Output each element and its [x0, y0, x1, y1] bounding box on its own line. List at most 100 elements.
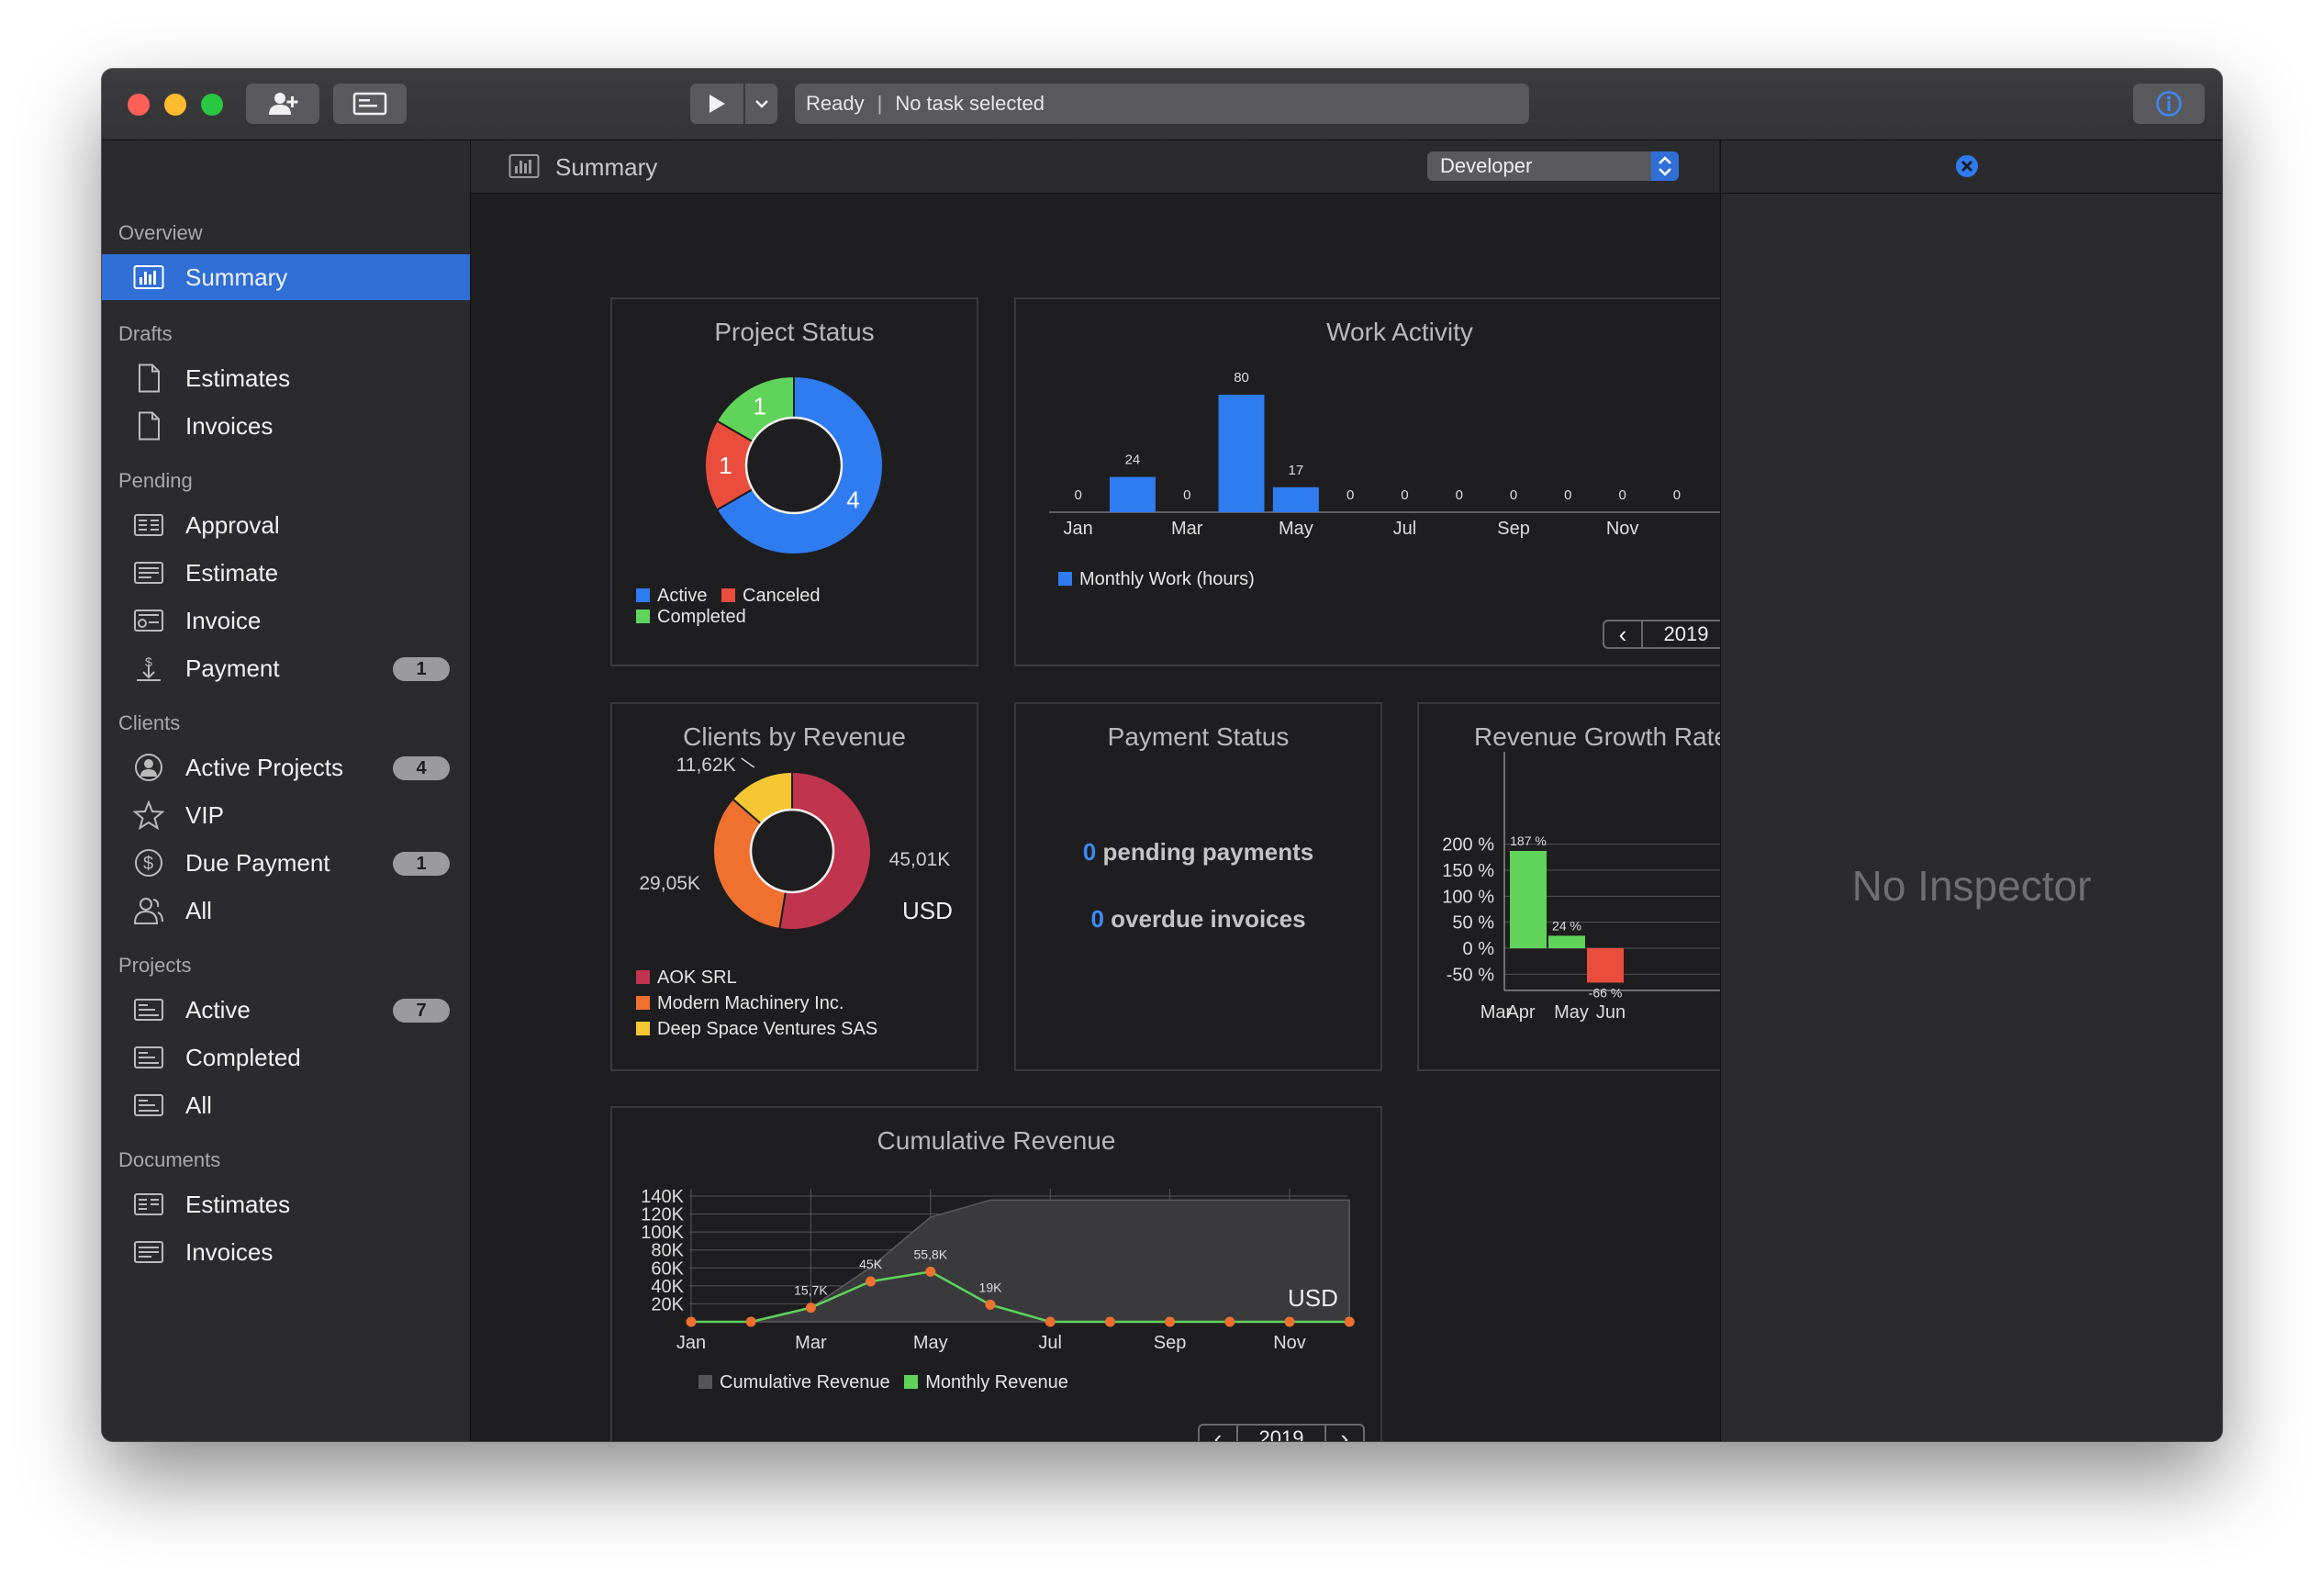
year-label: 2019	[1641, 621, 1731, 647]
document-icon	[139, 363, 160, 393]
monthly-revenue-line	[691, 1270, 1350, 1324]
pending-count: 0	[1082, 838, 1097, 866]
sidebar-item-completed[interactable]: Completed	[102, 1035, 470, 1080]
next-year-button[interactable]: ›	[1340, 1424, 1349, 1442]
x-tick-label: Mar	[1171, 519, 1203, 539]
sidebar-item-payment[interactable]: $ Payment 1	[102, 645, 470, 691]
info-icon	[2156, 91, 2182, 117]
sidebar-item-doc-invoices[interactable]: Invoices	[102, 1229, 470, 1275]
legend-item: Monthly Revenue	[904, 1372, 1068, 1392]
add-person-icon	[269, 93, 298, 115]
legend-label: Monthly Work (hours)	[1079, 569, 1255, 589]
x-tick-label: Mar	[1480, 1002, 1513, 1023]
y-tick-label: 100 %	[1442, 887, 1494, 907]
cumulative-revenue-panel: Cumulative Revenue 140K 120K 100K 80K 60K 40K…	[610, 1106, 1382, 1441]
y-tick-label: 140K	[641, 1187, 684, 1207]
sidebar-item-doc-estimates[interactable]: Estimates	[102, 1181, 470, 1227]
bar-value-label: 0	[1183, 487, 1190, 503]
sidebar-item-label: Invoices	[185, 411, 274, 440]
sidebar-item-label: All	[185, 1090, 212, 1119]
slice-label: 11,62K	[676, 755, 736, 776]
sidebar-item-invoice[interactable]: Invoice	[102, 598, 470, 643]
approval-icon	[134, 514, 163, 536]
label-leader	[741, 757, 755, 768]
select-stepper[interactable]	[1651, 151, 1679, 181]
legend-item: Active	[636, 586, 707, 606]
panel-title: Payment Status	[1107, 722, 1290, 751]
run-button[interactable]	[690, 84, 743, 124]
invoice-doc-icon	[134, 1241, 163, 1263]
section-documents: Documents	[118, 1148, 221, 1171]
x-tick-label: May	[913, 1333, 948, 1353]
legend-label: Canceled	[743, 586, 821, 606]
pending-label: pending payments	[1102, 838, 1314, 866]
toggle-inspector-button[interactable]	[2133, 84, 2205, 124]
section-projects: Projects	[118, 954, 192, 977]
slice-label: 4	[846, 486, 859, 513]
bar-value-label: 80	[1234, 370, 1249, 386]
minimize-window-button[interactable]	[164, 94, 186, 116]
sidebar-item-due-payment[interactable]: $ Due Payment 1	[102, 840, 470, 886]
sidebar-item-label: Estimates	[185, 1190, 291, 1218]
count-badge: 1	[393, 657, 450, 681]
run-options-button[interactable]	[745, 84, 777, 124]
svg-text:$: $	[143, 854, 153, 874]
title-bar: Ready | No task selected	[102, 69, 2222, 140]
sidebar-item-active[interactable]: Active 7	[102, 987, 470, 1033]
new-project-button[interactable]	[333, 84, 407, 124]
close-window-button[interactable]	[128, 94, 150, 116]
sidebar-item-approval[interactable]: Approval	[102, 502, 470, 548]
sidebar-item-estimate[interactable]: Estimate	[102, 550, 470, 596]
bar-value-label: 24 %	[1552, 918, 1581, 933]
estimate-doc-icon	[134, 1193, 163, 1215]
sidebar-item-label: Active	[185, 995, 251, 1023]
overdue-count: 0	[1090, 905, 1104, 933]
x-tick-label: May	[1279, 519, 1313, 539]
bar	[1548, 935, 1585, 948]
legend-item: Cumulative Revenue	[698, 1372, 890, 1392]
star-icon	[133, 800, 164, 830]
sidebar-item-draft-invoices[interactable]: Invoices	[102, 403, 470, 449]
y-tick-label: 120K	[641, 1205, 684, 1225]
role-select[interactable]: Developer	[1427, 151, 1679, 181]
sidebar-item-summary[interactable]: Summary	[102, 254, 470, 300]
inspector-panel: No Inspector	[1720, 140, 2222, 1441]
sidebar-item-vip[interactable]: VIP	[102, 792, 470, 838]
donut-hole	[749, 808, 835, 894]
x-tick-label: Jul	[1393, 519, 1417, 539]
x-tick-label: Mar	[795, 1333, 827, 1353]
y-tick-label: 60K	[651, 1258, 684, 1279]
person-icon	[135, 754, 162, 781]
prev-year-button[interactable]: ‹	[1213, 1424, 1223, 1442]
data-point	[1344, 1316, 1355, 1327]
role-select-value: Developer	[1440, 154, 1533, 177]
bar	[1587, 948, 1624, 983]
invoice-icon	[134, 610, 163, 632]
y-tick-label: 100K	[641, 1223, 684, 1243]
chevron-down-icon	[754, 100, 768, 108]
sidebar-item-all-projects[interactable]: All	[102, 1082, 470, 1128]
slice-label: 1	[754, 392, 766, 419]
slice-label: 1	[719, 452, 732, 479]
count-badge: 4	[393, 756, 450, 780]
sidebar-item-all-clients[interactable]: All	[102, 888, 470, 934]
add-client-button[interactable]	[246, 84, 319, 124]
close-inspector-icon[interactable]	[1954, 153, 1980, 179]
bar-value-label: 24	[1125, 453, 1141, 468]
growth-rate-chart: 200 % 150 % 100 % 50 % 0 % -50 % 187 % 24 % -66 …	[1442, 752, 1746, 1023]
legend-item: Modern Machinery Inc.	[636, 990, 877, 1016]
sidebar-item-label: VIP	[185, 800, 224, 829]
cumulative-year-navigator: ‹ 2019 ›	[1198, 1424, 1365, 1441]
data-point	[1045, 1316, 1056, 1327]
prev-year-button[interactable]: ‹	[1618, 620, 1627, 648]
maximize-window-button[interactable]	[201, 94, 223, 116]
slice-label: 45,01K	[889, 849, 951, 870]
updown-chevron-icon	[1659, 156, 1671, 176]
project-status-donut: 4 1 1	[704, 375, 884, 555]
summary-chart-icon	[133, 265, 164, 289]
sidebar-item-active-projects[interactable]: Active Projects 4	[102, 744, 470, 790]
sidebar-item-draft-estimates[interactable]: Estimates	[102, 355, 470, 401]
overdue-invoices-text: 0 overdue invoices	[1016, 905, 1380, 934]
bar-value-label: 0	[1673, 487, 1681, 503]
x-tick-label: May	[1554, 1002, 1589, 1023]
